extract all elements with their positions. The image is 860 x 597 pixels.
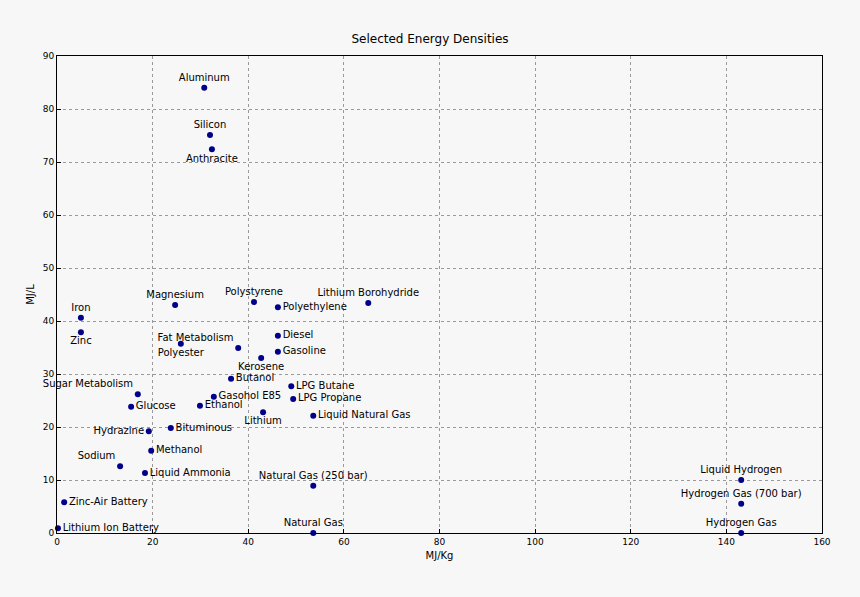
svg-text:Butanol: Butanol [236,372,274,383]
svg-text:Natural Gas (250 bar): Natural Gas (250 bar) [259,470,368,481]
svg-text:MJ/Kg: MJ/Kg [426,550,454,561]
svg-text:LPG Propane: LPG Propane [298,392,361,403]
svg-text:70: 70 [43,157,55,167]
svg-text:20: 20 [147,537,159,547]
svg-text:Hydrazine: Hydrazine [94,425,145,436]
svg-text:Ethanol: Ethanol [205,399,243,410]
svg-text:Polyester: Polyester [158,347,205,358]
svg-text:60: 60 [43,210,55,220]
svg-text:Gasohol E85: Gasohol E85 [219,390,282,401]
svg-text:100: 100 [527,537,544,547]
svg-text:Liquid Ammonia: Liquid Ammonia [150,467,231,478]
svg-text:10: 10 [43,475,55,485]
svg-text:Gasoline: Gasoline [283,345,326,356]
svg-text:50: 50 [43,263,55,273]
svg-text:Silicon: Silicon [194,119,227,130]
svg-text:MJ/L: MJ/L [25,284,36,305]
svg-text:Polystyrene: Polystyrene [225,286,283,297]
svg-text:Lithium Borohydride: Lithium Borohydride [317,287,419,298]
svg-text:Diesel: Diesel [283,329,314,340]
svg-text:Hydrogen Gas: Hydrogen Gas [706,517,777,528]
svg-text:Sugar Metabolism: Sugar Metabolism [43,378,133,389]
svg-text:30: 30 [43,369,55,379]
svg-text:80: 80 [434,537,446,547]
svg-text:Polyethylene: Polyethylene [283,301,347,312]
svg-text:Zinc-Air Battery: Zinc-Air Battery [69,496,148,507]
svg-text:Liquid Natural Gas: Liquid Natural Gas [318,409,411,420]
svg-text:Fat Metabolism: Fat Metabolism [158,332,234,343]
svg-text:0: 0 [54,537,60,547]
svg-text:Natural Gas: Natural Gas [284,517,343,528]
svg-text:120: 120 [622,537,639,547]
svg-text:160: 160 [813,537,830,547]
svg-text:Sodium: Sodium [78,450,116,461]
svg-text:Iron: Iron [71,302,90,313]
svg-text:Bituminous: Bituminous [176,422,232,433]
svg-text:Kerosene: Kerosene [238,361,284,372]
svg-text:Methanol: Methanol [156,444,202,455]
svg-text:Glucose: Glucose [136,400,176,411]
svg-text:140: 140 [718,537,735,547]
svg-text:Selected Energy Densities: Selected Energy Densities [351,32,508,46]
svg-text:80: 80 [43,104,55,114]
svg-text:0: 0 [48,528,54,538]
svg-text:Hydrogen Gas (700 bar): Hydrogen Gas (700 bar) [681,488,802,499]
svg-text:Aluminum: Aluminum [179,72,230,83]
svg-text:40: 40 [43,316,55,326]
svg-text:Zinc: Zinc [70,335,91,346]
svg-text:20: 20 [43,422,55,432]
svg-text:40: 40 [243,537,255,547]
svg-text:Magnesium: Magnesium [146,289,204,300]
svg-text:60: 60 [338,537,350,547]
svg-text:90: 90 [43,51,55,61]
svg-text:Liquid Hydrogen: Liquid Hydrogen [700,464,782,475]
svg-text:Lithium: Lithium [244,415,281,426]
svg-text:Anthracite: Anthracite [186,153,238,164]
svg-text:Lithium Ion Battery: Lithium Ion Battery [63,522,159,533]
svg-text:LPG Butane: LPG Butane [296,380,354,391]
